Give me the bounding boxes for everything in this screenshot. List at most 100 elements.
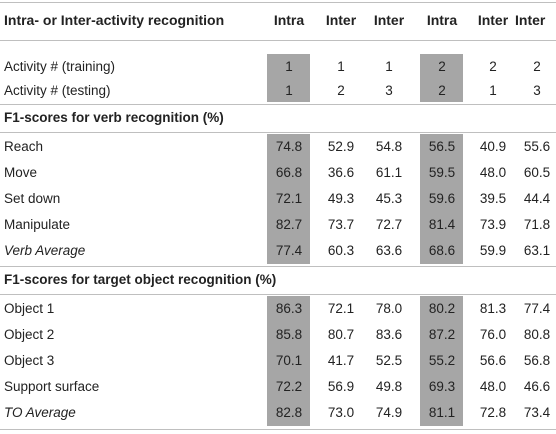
table-cell: 41.7 [327, 353, 355, 368]
header-rule [0, 40, 556, 41]
table-cell: 80.2 [428, 301, 456, 316]
table-cell: 71.8 [523, 217, 551, 232]
table-cell: 46.6 [523, 379, 551, 394]
table-cell: 77.4 [275, 243, 303, 258]
table-cell: 55.6 [523, 139, 551, 154]
table-cell: 2 [337, 83, 345, 98]
table-cell: 74.9 [375, 405, 403, 420]
table-cell: 2 [533, 59, 541, 74]
intra-highlight-2c [420, 296, 463, 426]
table-cell: 59.9 [479, 243, 507, 258]
section-title: F1-scores for verb recognition (%) [4, 110, 224, 125]
table-cell: 49.8 [375, 379, 403, 394]
table-row: Object 3 70.1 41.7 52.5 55.2 56.6 56.8 [0, 348, 556, 374]
table-row: Reach 74.8 52.9 54.8 56.5 40.9 55.6 [0, 134, 556, 160]
verb-section-rule [0, 104, 556, 105]
activity-training-row: Activity # (training) 1 1 1 2 2 2 [0, 54, 556, 80]
row-label: Support surface [4, 379, 100, 394]
table-cell: 3 [385, 83, 393, 98]
verb-rows-rule [0, 132, 556, 133]
table-cell: 80.8 [523, 327, 551, 342]
table-cell: 72.2 [275, 379, 303, 394]
table-cell: 82.8 [275, 405, 303, 420]
table-cell: 36.6 [327, 165, 355, 180]
row-label: Reach [4, 139, 44, 154]
table-cell: 76.0 [479, 327, 507, 342]
table-cell: 77.4 [523, 301, 551, 316]
section-title: F1-scores for target object recognition … [4, 272, 277, 287]
table-cell: 60.5 [523, 165, 551, 180]
table-cell: 87.2 [428, 327, 456, 342]
table-row: Object 1 86.3 72.1 78.0 80.2 81.3 77.4 [0, 296, 556, 322]
table-cell: 2 [438, 59, 446, 74]
top-rule [0, 2, 556, 3]
table-cell: 80.7 [327, 327, 355, 342]
table-cell: 86.3 [275, 301, 303, 316]
row-label: Object 2 [4, 327, 55, 342]
header-col-5: Inter [477, 12, 509, 28]
table-cell: 72.8 [479, 405, 507, 420]
table-cell: 40.9 [479, 139, 507, 154]
header-col-2: Inter [325, 12, 357, 28]
table-cell: 1 [489, 83, 497, 98]
table-cell: 48.0 [479, 165, 507, 180]
header-row-label: Intra- or Inter-activity recognition [4, 12, 225, 28]
row-label: Activity # (training) [4, 59, 116, 74]
row-label: Verb Average [4, 243, 86, 258]
header-col-4: Intra [426, 12, 458, 28]
table-row: Set down 72.1 49.3 45.3 59.6 39.5 44.4 [0, 186, 556, 212]
table-cell: 1 [285, 83, 293, 98]
table-cell: 63.6 [375, 243, 403, 258]
table-cell: 81.1 [428, 405, 456, 420]
row-label: Move [4, 165, 38, 180]
intra-highlight-2a [420, 54, 463, 102]
table-cell: 78.0 [375, 301, 403, 316]
table-cell: 69.3 [428, 379, 456, 394]
object-section-header: F1-scores for target object recognition … [0, 267, 556, 293]
table-cell: 81.3 [479, 301, 507, 316]
table-cell: 59.6 [428, 191, 456, 206]
table-cell: 74.8 [275, 139, 303, 154]
table-cell: 70.1 [275, 353, 303, 368]
intra-highlight-1a [267, 54, 310, 102]
table-cell: 56.9 [327, 379, 355, 394]
table-cell: 72.1 [275, 191, 303, 206]
table-cell: 39.5 [479, 191, 507, 206]
table-cell: 61.1 [375, 165, 403, 180]
table-cell: 68.6 [428, 243, 456, 258]
table-cell: 2 [489, 59, 497, 74]
table-cell: 56.5 [428, 139, 456, 154]
intra-highlight-2b [420, 134, 463, 264]
activity-testing-row: Activity # (testing) 1 2 3 2 1 3 [0, 78, 556, 104]
row-label: TO Average [4, 405, 76, 420]
table-cell: 3 [533, 83, 541, 98]
table-row: Move 66.8 36.6 61.1 59.5 48.0 60.5 [0, 160, 556, 186]
table-row: Object 2 85.8 80.7 83.6 87.2 76.0 80.8 [0, 322, 556, 348]
row-label: Set down [4, 191, 61, 206]
table-cell: 56.6 [479, 353, 507, 368]
verb-average-row: Verb Average 77.4 60.3 63.6 68.6 59.9 63… [0, 238, 556, 264]
table-cell: 60.3 [327, 243, 355, 258]
table-cell: 52.9 [327, 139, 355, 154]
intra-highlight-1b [267, 134, 310, 264]
to-average-row: TO Average 82.8 73.0 74.9 81.1 72.8 73.4 [0, 400, 556, 426]
table-cell: 48.0 [479, 379, 507, 394]
table-cell: 81.4 [428, 217, 456, 232]
table-cell: 1 [285, 59, 293, 74]
table-cell: 83.6 [375, 327, 403, 342]
row-label: Object 1 [4, 301, 55, 316]
table-cell: 55.2 [428, 353, 456, 368]
table-cell: 54.8 [375, 139, 403, 154]
table-cell: 73.4 [523, 405, 551, 420]
header-col-6: Inter [515, 12, 546, 28]
table-cell: 2 [438, 83, 446, 98]
table-cell: 52.5 [375, 353, 403, 368]
table-cell: 56.8 [523, 353, 551, 368]
header-row: Intra- or Inter-activity recognition Int… [0, 4, 556, 38]
object-section-rule [0, 266, 556, 267]
table-cell: 72.7 [375, 217, 403, 232]
row-label: Manipulate [4, 217, 71, 232]
table-cell: 85.8 [275, 327, 303, 342]
table-cell: 73.0 [327, 405, 355, 420]
table-row: Manipulate 82.7 73.7 72.7 81.4 73.9 71.8 [0, 212, 556, 238]
